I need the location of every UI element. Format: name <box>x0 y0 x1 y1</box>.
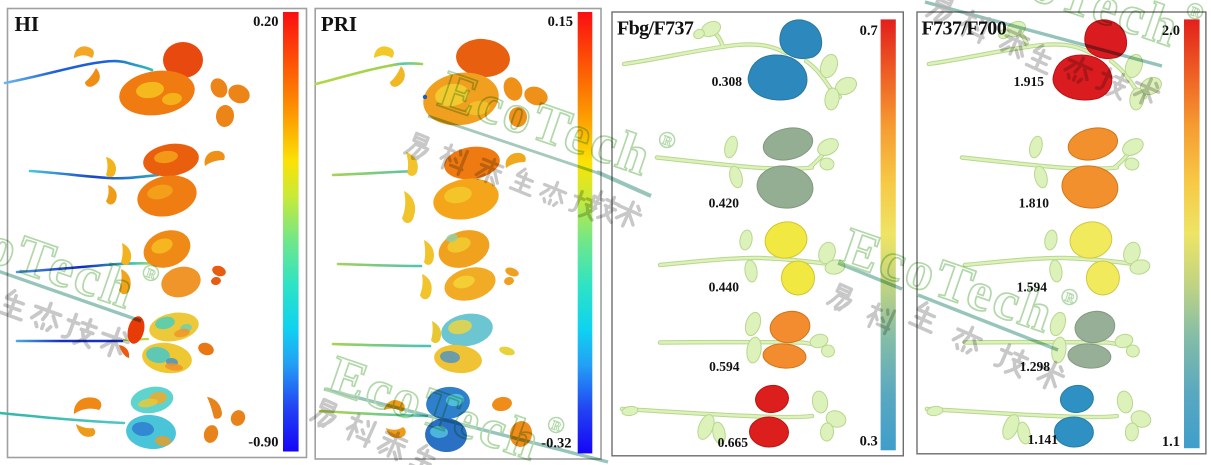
svg-text:Fbg/F737: Fbg/F737 <box>617 18 694 40</box>
svg-text:0.665: 0.665 <box>718 435 749 450</box>
svg-text:0.594: 0.594 <box>709 359 740 374</box>
svg-text:1.141: 1.141 <box>1028 432 1059 447</box>
svg-text:1.298: 1.298 <box>1020 359 1051 374</box>
svg-text:0.420: 0.420 <box>709 196 740 211</box>
svg-text:PRI: PRI <box>321 12 357 36</box>
svg-text:1.1: 1.1 <box>1162 434 1180 450</box>
svg-text:-0.90: -0.90 <box>248 434 278 450</box>
svg-text:0.308: 0.308 <box>712 74 743 89</box>
svg-text:0.7: 0.7 <box>860 23 878 39</box>
svg-text:0.15: 0.15 <box>548 14 573 30</box>
svg-text:1.594: 1.594 <box>1017 280 1048 295</box>
svg-text:0.20: 0.20 <box>253 14 278 30</box>
svg-text:HI: HI <box>15 12 40 36</box>
svg-text:1.915: 1.915 <box>1014 74 1045 89</box>
svg-text:0.3: 0.3 <box>860 434 878 450</box>
svg-text:2.0: 2.0 <box>1162 23 1180 39</box>
svg-text:0.440: 0.440 <box>709 280 740 295</box>
svg-text:1.810: 1.810 <box>1019 196 1050 211</box>
